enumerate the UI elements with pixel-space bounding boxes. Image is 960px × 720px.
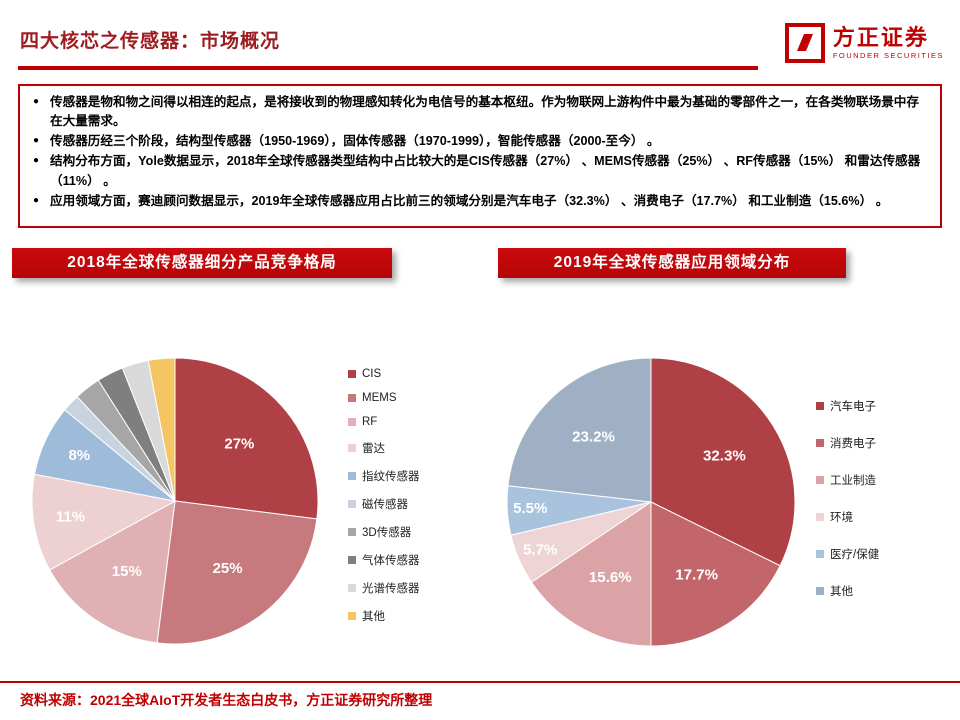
- legend-item-CIS: CIS: [348, 368, 420, 380]
- pie-slice-label: 15%: [112, 563, 142, 580]
- chart-title-2019: 2019年全球传感器应用领域分布: [498, 248, 846, 278]
- legend-label: 气体传感器: [362, 555, 420, 567]
- legend-swatch: [816, 439, 824, 447]
- legend-item-环境: 环境: [816, 509, 879, 525]
- legend-label: 其他: [830, 586, 853, 598]
- legend-item-磁传感器: 磁传感器: [348, 496, 420, 512]
- legend-item-消费电子: 消费电子: [816, 435, 879, 451]
- title-underline: [18, 66, 758, 70]
- chart-title-2018: 2018年全球传感器细分产品竞争格局: [12, 248, 392, 278]
- pie-slice-MEMS: [156, 500, 318, 645]
- pie-chart-2018: 27% 25% 15% 11% 8%: [31, 357, 319, 645]
- legend-item-医疗/保健: 医疗/保健: [816, 546, 879, 562]
- footer-divider: [0, 681, 960, 683]
- summary-bullet: 结构分布方面，Yole数据显示，2018年全球传感器类型结构中占比较大的是CIS…: [32, 152, 926, 190]
- pie-slice-label: 23.2%: [572, 429, 615, 446]
- legend-item-3D传感器: 3D传感器: [348, 524, 420, 540]
- pie-slice-工业制造: [530, 501, 652, 647]
- brand-name: 方正证券: [832, 24, 929, 50]
- legend-label: RF: [362, 416, 378, 428]
- legend-item-其他: 其他: [348, 608, 420, 624]
- summary-bullet: 传感器是物和物之间得以相连的起点，是将接收到的物理感知转化为电信号的基本枢纽。作…: [32, 93, 926, 131]
- pie-slice-label: 32.3%: [703, 447, 746, 464]
- legend-swatch: [348, 472, 356, 480]
- founder-logo-icon: [784, 23, 825, 63]
- brand-subtitle: FOUNDER SECURITIES: [832, 51, 944, 61]
- brand-text: 方正证券 FOUNDER SECURITIES: [833, 26, 944, 60]
- legend-label: 环境: [830, 512, 853, 524]
- pie-slice-CIS: [174, 357, 319, 520]
- legend-swatch: [348, 556, 356, 564]
- pie-slice-label: 5.5%: [513, 500, 548, 517]
- legend-label: 雷达: [362, 443, 385, 455]
- legend-item-指纹传感器: 指纹传感器: [348, 468, 420, 484]
- legend-swatch: [816, 587, 824, 595]
- summary-bullet-list: 传感器是物和物之间得以相连的起点，是将接收到的物理感知转化为电信号的基本枢纽。作…: [32, 93, 926, 211]
- pie-slice-label: 17.7%: [675, 566, 718, 583]
- summary-bullet: 应用领域方面，赛迪顾问数据显示，2019年全球传感器应用占比前三的领域分别是汽车…: [32, 192, 926, 211]
- page-title: 四大核芯之传感器：市场概况: [20, 31, 281, 52]
- legend-label: MEMS: [362, 392, 397, 404]
- legend-label: 工业制造: [830, 475, 876, 487]
- legend-swatch: [348, 444, 356, 452]
- legend-swatch: [348, 394, 356, 402]
- brand-logo: 方正证券 FOUNDER SECURITIES: [784, 22, 944, 64]
- pie-chart-2019: 32.3% 17.7% 15.6% 5.7% 5.5% 23.2%: [506, 357, 796, 647]
- legend-swatch: [816, 476, 824, 484]
- legend-item-气体传感器: 气体传感器: [348, 552, 420, 568]
- legend-2019: 汽车电子消费电子工业制造环境医疗/保健其他: [816, 398, 879, 620]
- summary-box: 传感器是物和物之间得以相连的起点，是将接收到的物理感知转化为电信号的基本枢纽。作…: [18, 84, 942, 228]
- legend-item-汽车电子: 汽车电子: [816, 398, 879, 414]
- legend-item-雷达: 雷达: [348, 440, 420, 456]
- pie-slice-label: 25%: [213, 560, 243, 577]
- summary-bullet: 传感器历经三个阶段，结构型传感器（1950-1969），固体传感器（1970-1…: [32, 132, 926, 151]
- legend-swatch: [348, 584, 356, 592]
- legend-label: 消费电子: [830, 438, 876, 450]
- pie-slice-RF: [49, 500, 176, 644]
- pie-slice-消费电子: [650, 501, 781, 647]
- pie-slice-其他: [507, 357, 652, 503]
- legend-swatch: [816, 402, 824, 410]
- pie-slice-label: 8%: [68, 447, 90, 464]
- legend-label: CIS: [362, 368, 382, 380]
- legend-swatch: [348, 612, 356, 620]
- legend-2018: CIS MEMS RF 雷达指纹传感器磁传感器 3D传感器气体传感器光谱传感器其他: [348, 368, 420, 636]
- pie-slice-汽车电子: [650, 357, 796, 567]
- legend-label: 医疗/保健: [830, 549, 880, 561]
- legend-label: 磁传感器: [362, 499, 408, 511]
- legend-item-其他: 其他: [816, 583, 879, 599]
- legend-swatch: [348, 500, 356, 508]
- pie-slice-label: 5.7%: [523, 541, 558, 558]
- pie-slice-其他: [147, 357, 176, 502]
- legend-label: 汽车电子: [830, 401, 876, 413]
- legend-swatch: [348, 528, 356, 536]
- legend-label: 其他: [362, 611, 385, 623]
- legend-swatch: [348, 418, 356, 426]
- legend-swatch: [816, 513, 824, 521]
- legend-label: 指纹传感器: [362, 471, 420, 483]
- legend-label: 光谱传感器: [362, 583, 420, 595]
- legend-swatch: [348, 370, 356, 378]
- pie-slice-label: 11%: [56, 509, 85, 526]
- legend-item-MEMS: MEMS: [348, 392, 420, 404]
- pie-slice-雷达: [31, 473, 177, 571]
- pie-slice-label: 27%: [224, 435, 254, 452]
- pie-slice-label: 15.6%: [589, 569, 632, 586]
- legend-label: 3D传感器: [362, 527, 412, 539]
- legend-item-工业制造: 工业制造: [816, 472, 879, 488]
- legend-item-RF: RF: [348, 416, 420, 428]
- source-note: 资料来源：2021全球AIoT开发者生态白皮书，方正证券研究所整理: [20, 692, 433, 708]
- legend-item-光谱传感器: 光谱传感器: [348, 580, 420, 596]
- legend-swatch: [816, 550, 824, 558]
